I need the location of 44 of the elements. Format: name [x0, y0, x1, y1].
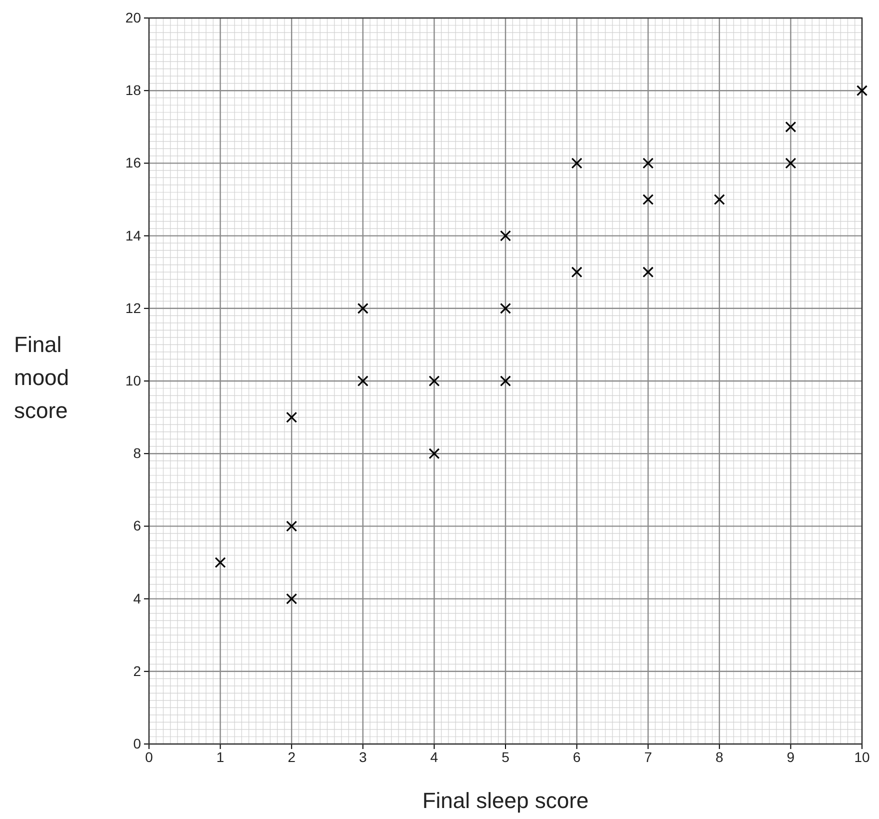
y-tick-label: 0 [133, 735, 142, 752]
point [500, 230, 512, 242]
y-tick-label: 12 [125, 300, 142, 316]
point [785, 158, 796, 169]
point [500, 375, 512, 387]
point [428, 448, 440, 460]
point [357, 302, 368, 314]
point [856, 85, 868, 96]
x-tick-label: 5 [502, 748, 510, 765]
point [500, 302, 512, 314]
x-tick-label: 7 [644, 748, 652, 765]
x-axis-title: Final sleep score [422, 788, 589, 813]
point [214, 556, 226, 568]
y-tick-label: 20 [125, 9, 142, 26]
point [571, 266, 582, 278]
point [642, 158, 654, 169]
x-tick-label: 3 [359, 748, 367, 765]
x-tick-label: 8 [716, 748, 724, 765]
y-tick-label: 6 [133, 518, 142, 534]
point [357, 375, 368, 387]
y-tick-label: 10 [125, 372, 142, 388]
point [286, 412, 298, 423]
x-tick-label: 9 [786, 748, 795, 765]
y-axis-title: Final mood score [14, 332, 70, 423]
y-tick-label: 4 [133, 590, 142, 606]
x-tick-label: 6 [572, 748, 581, 765]
y-tick-label: 18 [125, 82, 142, 98]
point [642, 194, 654, 206]
point [428, 375, 440, 387]
y-tick-label: 16 [125, 154, 142, 171]
y-tick-label: 2 [133, 662, 142, 679]
point [286, 593, 298, 604]
x-tick-label: 4 [430, 748, 438, 765]
y-tick-label: 8 [133, 445, 142, 462]
point [785, 121, 796, 132]
x-tick-label: 1 [216, 748, 224, 765]
x-tick-label: 2 [288, 748, 296, 765]
x-tick-label: 10 [854, 748, 870, 765]
y-tick-label: 14 [125, 227, 142, 244]
point [642, 266, 654, 278]
point [714, 194, 725, 206]
x-tick-label: 0 [145, 748, 154, 765]
point [286, 520, 298, 532]
point [571, 158, 582, 169]
